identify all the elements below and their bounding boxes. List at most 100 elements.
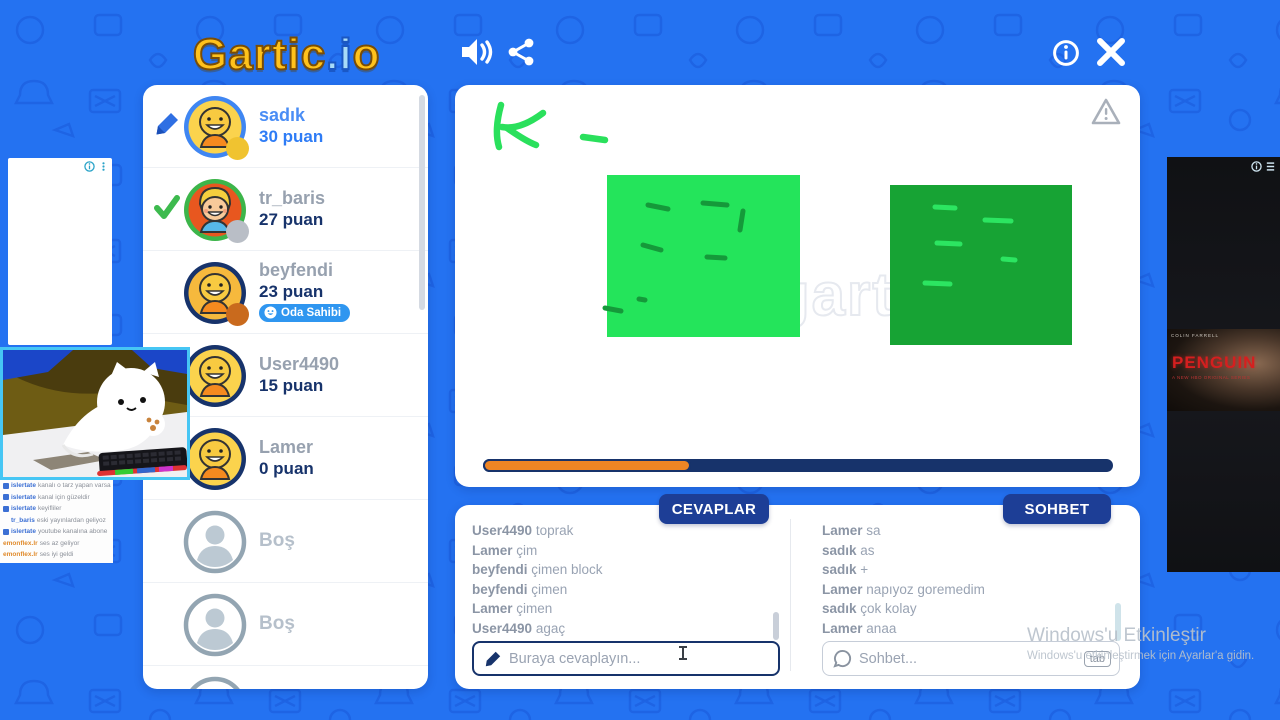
logo-text-gold-o: o — [352, 29, 381, 80]
player-name: sadık — [259, 105, 306, 125]
tab-chat[interactable]: SOHBET — [1003, 494, 1111, 524]
drawing-canvas-panel[interactable]: gartic.io — [455, 85, 1140, 487]
chat-message: sadık as — [822, 542, 875, 558]
chat-input[interactable] — [859, 650, 1084, 667]
report-warning-icon[interactable] — [1090, 97, 1122, 131]
stream-chat-line: emonflex.lr ses az geliyor — [3, 539, 80, 547]
progress-fill — [483, 459, 691, 472]
volume-icon[interactable] — [458, 36, 494, 73]
answers-message-list: User4490 toprak Lamer çim beyfendi çimen… — [472, 521, 772, 638]
ad-menu-icon[interactable] — [1265, 161, 1276, 172]
player-name: Lamer — [259, 437, 314, 457]
owner-smiley-icon — [264, 306, 277, 319]
logo-text-gold: Gartic — [192, 29, 327, 80]
player-row[interactable]: beyfendi 23 puan Oda Sahibi — [143, 251, 428, 334]
chat-message: sadık çok kolay — [822, 601, 917, 616]
player-name: tr_baris — [259, 188, 326, 208]
stream-chat-line: islertate kanal için güzeldir — [3, 492, 111, 504]
member-badge-icon — [3, 505, 9, 512]
room-owner-badge: Oda Sahibi — [259, 304, 351, 322]
player-row[interactable]: tr_baris 27 puan — [143, 168, 428, 251]
penguin-movie-poster: COLIN FARRELL PENGUIN A NEW HBO ORIGINAL… — [1167, 329, 1280, 411]
answer-pencil-icon — [484, 650, 502, 668]
answer-message: beyfendi çimen block — [472, 562, 603, 577]
stream-chat-line: islertate keyifliler — [3, 503, 111, 515]
player-badge-dot — [226, 303, 249, 326]
chat-message: Lamer anaa — [822, 620, 897, 636]
chat-message: sadık + — [822, 562, 869, 577]
answer-message: beyfendi çimen — [472, 581, 568, 597]
empty-avatar — [183, 510, 247, 574]
player-score: 15 puan — [259, 376, 324, 395]
stream-chat-line: islertate youtube kanalına abone — [3, 526, 111, 538]
player-name: beyfendi — [259, 260, 334, 280]
chat-message: Lamer sa — [822, 523, 881, 538]
empty-slot-label: Boş — [259, 530, 295, 551]
avatar — [183, 344, 247, 408]
tab-key-hint: tab — [1083, 650, 1111, 667]
chat-input-box[interactable]: tab — [822, 641, 1120, 676]
player-row[interactable]: sadık 30 puan — [143, 85, 428, 168]
ad-info-icon[interactable] — [1251, 161, 1262, 172]
player-score: 30 puan — [259, 127, 324, 146]
player-row[interactable]: User4490 15 puan — [143, 334, 428, 417]
member-badge-icon — [3, 482, 9, 489]
stream-chat-line: tr_baris eski yayınlardan geliyoz — [11, 516, 106, 524]
bongo-cat-overlay — [0, 347, 190, 480]
avatar — [183, 178, 249, 243]
answers-chat-panel: CEVAPLAR SOHBET User4490 toprak Lamer çi… — [455, 494, 1140, 689]
round-timer-progressbar — [483, 459, 1113, 472]
answers-scrollbar[interactable] — [773, 612, 779, 640]
poster-credits: COLIN FARRELL — [1171, 333, 1220, 338]
player-score: 23 puan — [259, 282, 324, 301]
ad-menu-icon[interactable] — [98, 161, 109, 172]
drawing-strokes — [493, 101, 1072, 345]
player-badge-dot — [226, 137, 249, 160]
avatar — [183, 261, 249, 326]
player-score: 0 puan — [259, 459, 314, 478]
stream-chat-line: emonflex.lr ses iyi geldi — [3, 551, 74, 558]
answer-message: User4490 agaç — [472, 620, 566, 636]
answer-input[interactable] — [509, 650, 778, 667]
panel-divider — [790, 519, 791, 671]
answer-message: Lamer çimen — [472, 601, 553, 616]
pencil-icon — [152, 110, 182, 143]
chat-message: Lamer napıyoz goremedim — [822, 581, 985, 597]
gartic-logo: Gartic.io — [192, 29, 381, 80]
player-score: 27 puan — [259, 210, 324, 229]
player-badge-dot — [226, 220, 249, 243]
logo-text-blue: .i — [325, 29, 353, 80]
poster-subtitle: A NEW HBO ORIGINAL SERIES — [1172, 375, 1251, 380]
stream-chat-overlay: islertate kanalı o tarz yapan varsa isler… — [0, 477, 113, 563]
tab-answers[interactable]: CEVAPLAR — [659, 494, 769, 524]
member-badge-icon — [3, 494, 9, 501]
poster-title: PENGUIN — [1172, 353, 1257, 372]
text-cursor — [678, 646, 688, 660]
member-badge-icon — [3, 528, 9, 535]
ad-info-icon[interactable] — [84, 161, 95, 172]
stream-chat-line: islertate kanalı o tarz yapan varsa — [3, 480, 111, 492]
share-icon[interactable] — [507, 38, 535, 71]
check-icon — [152, 194, 182, 225]
player-list-panel: sadık 30 puan tr_baris 27 puan — [143, 85, 428, 689]
empty-avatar — [183, 593, 247, 657]
close-icon[interactable] — [1094, 36, 1128, 73]
avatar — [183, 427, 247, 491]
empty-slot-row: Boş — [143, 583, 428, 666]
player-name: User4490 — [259, 354, 340, 374]
empty-slot-label: Boş — [259, 613, 295, 634]
player-list-scrollbar[interactable] — [419, 95, 425, 310]
answer-message: Lamer çim — [472, 542, 538, 558]
chat-message-list: Lamer sa sadık as sadık + Lamer napıyoz … — [822, 521, 1112, 638]
player-row[interactable]: Lamer 0 puan — [143, 417, 428, 500]
info-icon[interactable] — [1052, 39, 1080, 72]
chat-bubble-icon — [833, 649, 852, 668]
answer-message: User4490 toprak — [472, 523, 574, 538]
empty-slot-row: Boş — [143, 500, 428, 583]
right-ad-video[interactable]: COLIN FARRELL PENGUIN A NEW HBO ORIGINAL… — [1167, 157, 1280, 572]
left-ad-placeholder — [8, 158, 112, 345]
avatar — [183, 95, 249, 160]
chat-scrollbar[interactable] — [1115, 603, 1121, 641]
empty-slot-row-partial — [143, 666, 428, 689]
answer-input-box[interactable] — [472, 641, 780, 676]
